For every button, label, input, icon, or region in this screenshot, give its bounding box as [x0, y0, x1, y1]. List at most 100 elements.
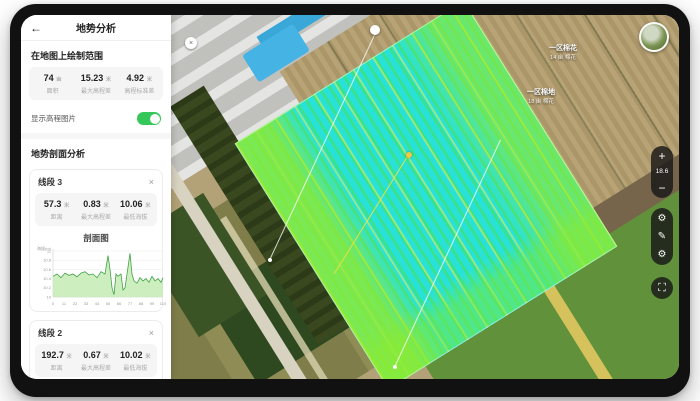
point-marker[interactable] — [370, 25, 380, 35]
seg2-max-elev-diff-unit: 米 — [103, 354, 109, 360]
svg-text:110: 110 — [160, 301, 167, 306]
svg-text:10.8: 10.8 — [43, 258, 52, 263]
seg3-distance: 57.3 米 距离 — [37, 199, 76, 221]
svg-text:10.6: 10.6 — [43, 267, 52, 272]
segment-3-name: 线段 3 — [38, 177, 63, 187]
seg3-max-elev-diff: 0.83 米 最大高程差 — [76, 199, 115, 221]
seg2-min-alt-unit: 米 — [145, 354, 151, 360]
svg-text:99: 99 — [150, 301, 155, 306]
field-label-2-title: 一区棉地 — [527, 89, 555, 96]
svg-text:0: 0 — [52, 301, 55, 306]
draw-range-section-title: 在地图上绘制范围 — [31, 51, 104, 61]
panel-title: 地势分析 — [76, 24, 116, 35]
segment-2-name: 线段 2 — [38, 328, 63, 338]
seg2-distance-value: 192.7 — [41, 350, 64, 360]
stat-max-elev-diff: 15.23 米 最大高程差 — [74, 73, 117, 95]
seg3-max-elev-diff-unit: 米 — [103, 203, 109, 209]
active-point-handle[interactable] — [406, 152, 412, 158]
profile-section-title: 地势剖面分析 — [31, 149, 86, 159]
stat-elev-stddev-label: 高程标准差 — [124, 89, 155, 95]
seg3-distance-label: 距离 — [50, 215, 63, 221]
field-label-1: 一区棉花 14 亩 棉花 — [549, 43, 577, 61]
svg-text:55: 55 — [106, 301, 111, 306]
svg-text:77: 77 — [128, 301, 133, 306]
seg2-max-elev-diff-label: 最大高程差 — [80, 366, 111, 372]
panel-header: ← 地势分析 — [21, 15, 171, 41]
back-button[interactable]: ← — [30, 21, 42, 35]
seg3-min-alt-value: 10.06 — [120, 199, 143, 209]
svg-text:海拔(m): 海拔(m) — [37, 245, 52, 251]
seg2-max-elev-diff: 0.67 米 最大高程差 — [76, 350, 115, 372]
segment-3-header: 线段 3 × — [35, 176, 157, 193]
svg-text:88: 88 — [139, 301, 144, 306]
seg3-distance-value: 57.3 — [43, 199, 62, 209]
segment-2-stats: 192.7 米 距离 0.67 米 最大高程差 10.02 米 最低海拔 — [35, 344, 157, 377]
stat-elev-stddev: 4.92 米 高程标准差 — [118, 73, 161, 95]
app-screen: ← 地势分析 在地图上绘制范围 74 亩 面积 15.23 米 最大高程差 4.… — [21, 15, 679, 379]
segment-2-close-icon[interactable]: × — [148, 328, 154, 338]
svg-text:33: 33 — [84, 301, 89, 306]
svg-text:11: 11 — [62, 301, 67, 306]
seg3-min-alt: 10.06 米 最低海拔 — [116, 199, 155, 221]
seg2-min-alt-label: 最低海拔 — [123, 366, 148, 372]
field-label-2-subtitle: 18 亩 棉花 — [528, 99, 554, 105]
svg-text:22: 22 — [73, 301, 78, 306]
line-endpoint-dot[interactable] — [393, 365, 397, 369]
segment-card-3: 线段 3 × 57.3 米 距离 0.83 米 最大高程差 10.06 米 最低… — [29, 169, 167, 312]
seg3-min-alt-label: 最低海拔 — [123, 215, 148, 221]
field-label-1-title: 一区棉花 — [549, 45, 577, 52]
satellite-map[interactable]: × 一区棉花 14 亩 棉花 一区棉地 18 亩 棉花 + 18.6 − ⚙ ✎… — [171, 15, 679, 379]
zoom-in-button[interactable]: + — [658, 149, 666, 163]
field-label-1-subtitle: 14 亩 棉花 — [550, 55, 576, 61]
svg-text:66: 66 — [117, 301, 122, 306]
segment-3-stats: 57.3 米 距离 0.83 米 最大高程差 10.06 米 最低海拔 — [35, 193, 157, 226]
toggle-label: 显示高程图片 — [31, 114, 76, 123]
seg2-min-alt: 10.02 米 最低海拔 — [116, 350, 155, 372]
segment-card-2: 线段 2 × 192.7 米 距离 0.67 米 最大高程差 10.02 米 最… — [29, 320, 163, 379]
svg-text:10.2: 10.2 — [43, 285, 52, 290]
stat-max-elev-diff-label: 最大高程差 — [80, 89, 111, 95]
delete-point-marker[interactable]: × — [185, 37, 197, 49]
seg2-min-alt-value: 10.02 — [120, 350, 143, 360]
seg2-distance-unit: 米 — [66, 354, 72, 360]
close-icon: × — [188, 39, 194, 47]
toggle-knob — [149, 113, 160, 124]
segment-2-header: 线段 2 × — [35, 327, 157, 344]
seg3-chart-title: 剖面图 — [83, 233, 109, 243]
stat-area-label: 面积 — [46, 89, 59, 95]
svg-text:10.4: 10.4 — [43, 276, 52, 281]
svg-text:10: 10 — [47, 294, 52, 299]
stat-area-unit: 亩 — [56, 77, 62, 83]
stat-area: 74 亩 面积 — [31, 73, 74, 95]
zoom-control: + 18.6 − — [651, 146, 673, 198]
seg3-min-alt-unit: 米 — [145, 203, 151, 209]
seg2-distance-label: 距离 — [50, 366, 63, 372]
seg3-max-elev-diff-value: 0.83 — [83, 199, 101, 209]
stat-area-value: 74 — [43, 73, 54, 83]
seg2-max-elev-diff-value: 0.67 — [83, 350, 101, 360]
seg3-max-elev-diff-label: 最大高程差 — [80, 215, 111, 221]
map-preview-avatar[interactable] — [639, 22, 669, 52]
stat-elev-stddev-value: 4.92 — [126, 73, 145, 83]
stat-max-elev-diff-value: 15.23 — [80, 73, 104, 83]
zoom-level: 18.6 — [655, 168, 669, 175]
pencil-icon[interactable]: ✎ — [657, 231, 667, 242]
layers-icon[interactable]: ⚙ — [657, 213, 667, 224]
field-label-2: 一区棉地 18 亩 棉花 — [527, 87, 555, 105]
line-endpoint-dot[interactable] — [268, 258, 272, 262]
map-tools: ⚙ ✎ ⚙ — [651, 208, 673, 265]
fullscreen-icon[interactable]: ⛶ — [651, 277, 673, 299]
gear-icon[interactable]: ⚙ — [657, 249, 667, 260]
segment-3-close-icon[interactable]: × — [148, 177, 154, 187]
zoom-out-button[interactable]: − — [658, 181, 666, 195]
svg-text:44: 44 — [95, 301, 100, 306]
seg3-distance-unit: 米 — [63, 203, 70, 209]
show-elevation-toggle[interactable] — [137, 112, 161, 125]
area-stats-box: 74 亩 面积 15.23 米 最大高程差 4.92 米 高程标准差 — [29, 67, 163, 100]
tablet-frame: ← 地势分析 在地图上绘制范围 74 亩 面积 15.23 米 最大高程差 4.… — [10, 4, 690, 397]
svg-text:11: 11 — [47, 248, 52, 253]
stat-elev-stddev-unit: 米 — [146, 77, 153, 83]
show-elevation-image-row: 显示高程图片 — [21, 104, 171, 139]
stat-max-elev-diff-unit: 米 — [105, 77, 112, 83]
